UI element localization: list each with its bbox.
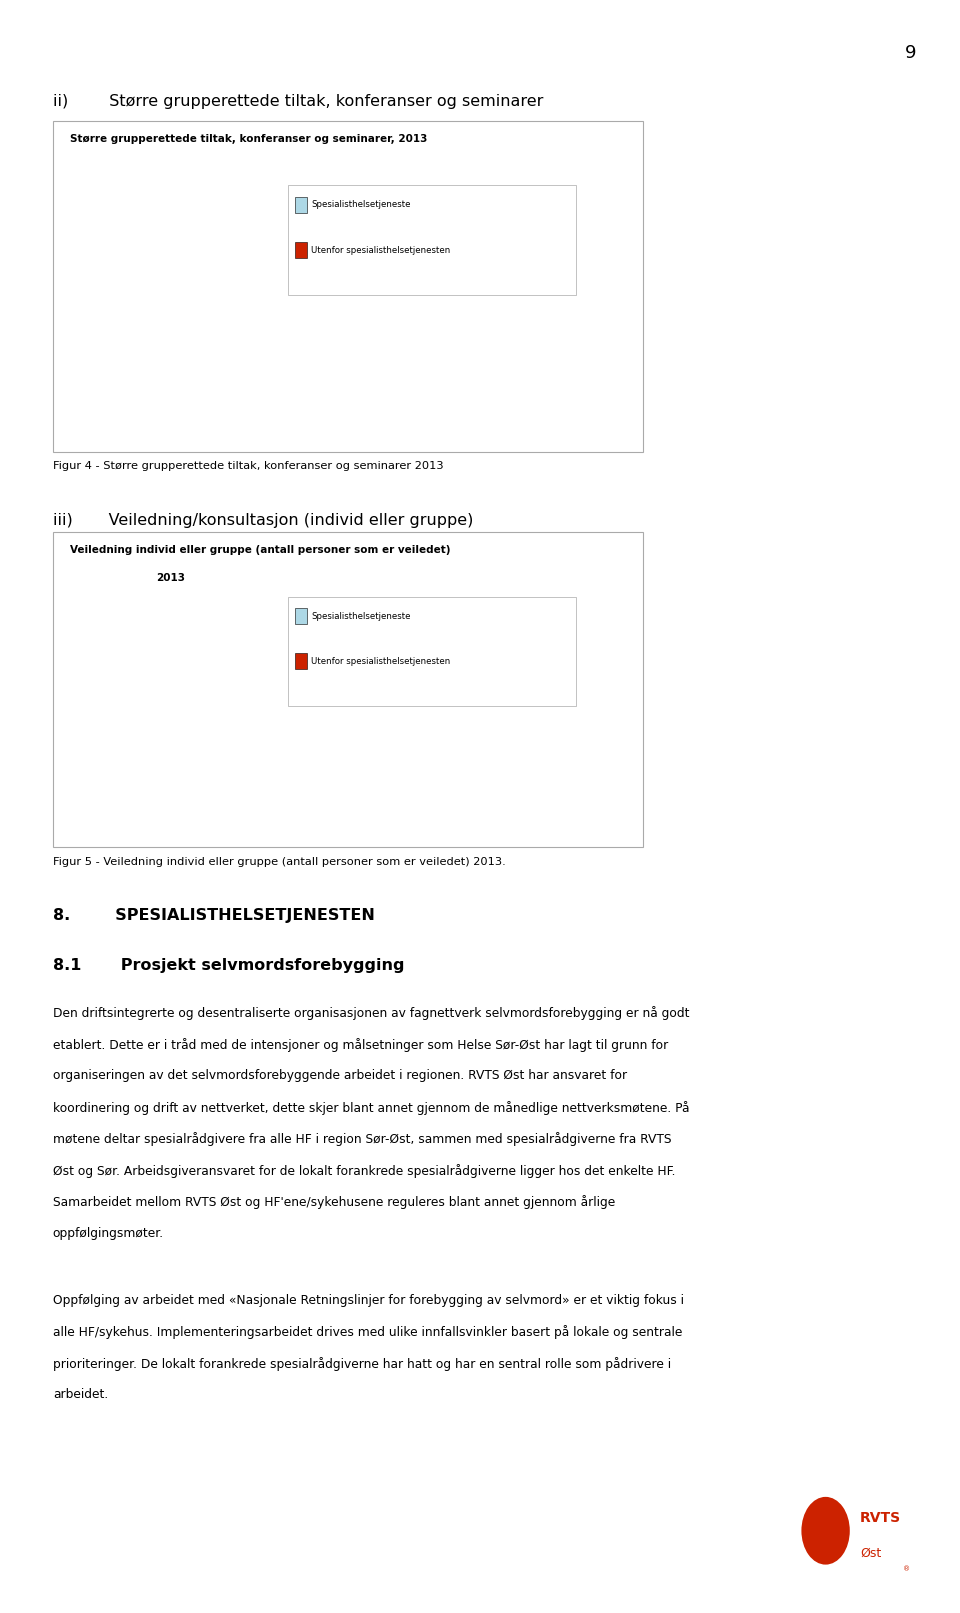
Text: Utenfor spesialisthelsetjenesten: Utenfor spesialisthelsetjenesten — [311, 656, 450, 666]
Text: alle HF/sykehus. Implementeringsarbeidet drives med ulike innfallsvinkler basert: alle HF/sykehus. Implementeringsarbeidet… — [53, 1326, 683, 1339]
Text: Veiledning individ eller gruppe (antall personer som er veiledet): Veiledning individ eller gruppe (antall … — [70, 545, 450, 555]
Text: iii)       Veiledning/konsultasjon (individ eller gruppe): iii) Veiledning/konsultasjon (individ el… — [53, 513, 473, 527]
Text: 8.        SPESIALISTHELSETJENESTEN: 8. SPESIALISTHELSETJENESTEN — [53, 908, 374, 923]
Text: Øst: Øst — [860, 1547, 881, 1560]
Text: prioriteringer. De lokalt forankrede spesialrådgiverne har hatt og har en sentra: prioriteringer. De lokalt forankrede spe… — [53, 1357, 671, 1371]
Text: oppfølgingsmøter.: oppfølgingsmøter. — [53, 1227, 164, 1240]
Text: Større grupperettede tiltak, konferanser og seminarer, 2013: Større grupperettede tiltak, konferanser… — [70, 134, 427, 144]
Text: RVTS: RVTS — [860, 1511, 901, 1526]
Ellipse shape — [802, 1497, 850, 1565]
Text: Figur 4 - Større grupperettede tiltak, konferanser og seminarer 2013: Figur 4 - Større grupperettede tiltak, k… — [53, 461, 444, 471]
Text: organiseringen av det selvmordsforebyggende arbeidet i regionen. RVTS Øst har an: organiseringen av det selvmordsforebygge… — [53, 1069, 627, 1082]
Text: 2917, 64 %: 2917, 64 % — [115, 715, 166, 724]
Text: 9: 9 — [905, 44, 917, 61]
Wedge shape — [82, 205, 166, 334]
Wedge shape — [82, 608, 166, 747]
Text: 8.1       Prosjekt selvmordsforebygging: 8.1 Prosjekt selvmordsforebygging — [53, 958, 404, 973]
Text: etablert. Dette er i tråd med de intensjoner og målsetninger som Helse Sør-Øst h: etablert. Dette er i tråd med de intensj… — [53, 1039, 668, 1052]
Text: 11950, 66 %: 11950, 66 % — [112, 316, 169, 326]
Text: Øst og Sør. Arbeidsgiveransvaret for de lokalt forankrede spesialrådgiverne ligg: Øst og Sør. Arbeidsgiveransvaret for de … — [53, 1165, 675, 1177]
Text: Spesialisthelsetjeneste: Spesialisthelsetjeneste — [311, 611, 411, 621]
Text: møtene deltar spesialrådgivere fra alle HF i region Sør-Øst, sammen med spesialr: møtene deltar spesialrådgivere fra alle … — [53, 1132, 671, 1147]
Text: Utenfor spesialisthelsetjenesten: Utenfor spesialisthelsetjenesten — [311, 245, 450, 255]
Text: Oppfølging av arbeidet med «Nasjonale Retningslinjer for forebygging av selvmord: Oppfølging av arbeidet med «Nasjonale Re… — [53, 1294, 684, 1307]
Wedge shape — [94, 205, 251, 374]
Text: ii)        Større grupperettede tiltak, konferanser og seminarer: ii) Større grupperettede tiltak, konfera… — [53, 94, 543, 108]
Text: ®: ® — [902, 1566, 910, 1573]
Text: Figur 5 - Veiledning individ eller gruppe (antall personer som er veiledet) 2013: Figur 5 - Veiledning individ eller grupp… — [53, 857, 506, 866]
Text: Spesialisthelsetjeneste: Spesialisthelsetjeneste — [311, 200, 411, 210]
Text: Samarbeidet mellom RVTS Øst og HF'ene/sykehusene reguleres blant annet gjennom å: Samarbeidet mellom RVTS Øst og HF'ene/sy… — [53, 1195, 615, 1210]
Text: 2013: 2013 — [156, 573, 185, 582]
Wedge shape — [101, 608, 251, 777]
Text: 1644, 36 %: 1644, 36 % — [60, 677, 111, 687]
Text: arbeidet.: arbeidet. — [53, 1387, 108, 1402]
Text: 6054, 34 %: 6054, 34 % — [60, 279, 111, 287]
Text: koordinering og drift av nettverket, dette skjer blant annet gjennom de månedlig: koordinering og drift av nettverket, det… — [53, 1100, 689, 1115]
Text: Den driftsintegrerte og desentraliserte organisasjonen av fagnettverk selvmordsf: Den driftsintegrerte og desentraliserte … — [53, 1007, 689, 1021]
